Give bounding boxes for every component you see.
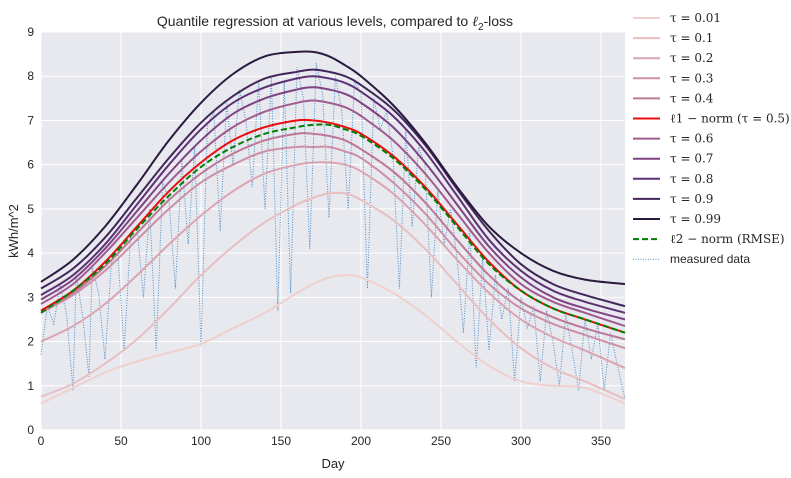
legend-label: ℓ1 − norm (τ = 0.5) bbox=[670, 112, 790, 126]
legend-label: τ = 0.2 bbox=[670, 51, 713, 65]
series-line-9 bbox=[40, 68, 626, 308]
series-line-8 bbox=[40, 75, 626, 314]
x-tick-label: 300 bbox=[511, 434, 531, 448]
legend-label: ℓ2 − norm (RMSE) bbox=[670, 232, 785, 246]
y-tick-label: 0 bbox=[27, 423, 34, 437]
x-tick-label: 350 bbox=[591, 434, 611, 448]
legend-label: τ = 0.01 bbox=[670, 11, 721, 25]
series-line-0 bbox=[40, 274, 626, 405]
legend-label: τ = 0.4 bbox=[670, 91, 714, 105]
series-line-10 bbox=[40, 50, 626, 286]
legend-label: τ = 0.1 bbox=[670, 31, 713, 45]
y-axis-ticks: 0 1 2 3 4 5 6 7 8 9 bbox=[27, 25, 34, 437]
x-axis-ticks: 0 50 100 150 200 250 300 350 bbox=[38, 434, 612, 448]
series-line-2 bbox=[40, 161, 626, 370]
grid bbox=[40, 31, 625, 431]
y-tick-label: 9 bbox=[27, 25, 34, 39]
x-tick-label: 200 bbox=[351, 434, 371, 448]
y-tick-label: 4 bbox=[27, 246, 34, 260]
series-line-1 bbox=[40, 191, 626, 400]
series-lines bbox=[40, 50, 626, 405]
x-tick-label: 150 bbox=[271, 434, 291, 448]
x-tick-label: 100 bbox=[191, 434, 211, 448]
legend-label: τ = 0.99 bbox=[670, 212, 721, 226]
series-line-5 bbox=[40, 118, 626, 334]
series-line-4 bbox=[40, 132, 626, 341]
y-axis-label: kWh/m^2 bbox=[6, 204, 21, 258]
y-tick-label: 7 bbox=[27, 113, 34, 127]
y-tick-label: 8 bbox=[27, 69, 34, 83]
series-line-6 bbox=[40, 99, 626, 328]
legend-label: τ = 0.8 bbox=[670, 172, 713, 186]
x-tick-label: 0 bbox=[38, 434, 45, 448]
legend-label: τ = 0.9 bbox=[670, 192, 713, 206]
series-line-3 bbox=[40, 145, 626, 350]
legend-label: τ = 0.7 bbox=[670, 152, 713, 166]
x-axis-label: Day bbox=[321, 456, 345, 471]
legend: τ = 0.01 τ = 0.1 τ = 0.2 τ = 0.3 τ = 0.4 ℓ1 −… bbox=[633, 11, 790, 266]
legend-label: measured data bbox=[670, 252, 750, 266]
chart-title: Quantile regression at various levels, c… bbox=[157, 13, 513, 33]
y-tick-label: 5 bbox=[27, 202, 34, 216]
plot-area bbox=[41, 32, 625, 430]
y-tick-label: 1 bbox=[27, 379, 34, 393]
y-tick-label: 6 bbox=[27, 158, 34, 172]
y-tick-label: 2 bbox=[27, 335, 34, 349]
series-line-11 bbox=[40, 123, 626, 334]
y-tick-label: 3 bbox=[27, 290, 34, 304]
legend-label: τ = 0.3 bbox=[670, 71, 713, 85]
x-tick-label: 50 bbox=[114, 434, 128, 448]
x-tick-label: 250 bbox=[431, 434, 451, 448]
series-line-7 bbox=[40, 86, 626, 321]
legend-label: τ = 0.6 bbox=[670, 132, 713, 146]
